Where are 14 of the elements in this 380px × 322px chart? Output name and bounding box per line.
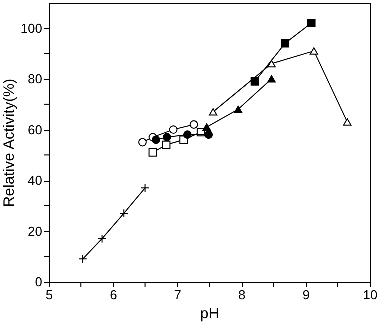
y-tick-label: 0	[35, 274, 42, 290]
y-tick-label: 40	[28, 173, 42, 188]
x-tick-label: 10	[363, 288, 378, 302]
y-tick-label: 80	[28, 72, 42, 87]
x-tick-label: 6	[110, 288, 118, 302]
x-tick-label: 5	[46, 288, 54, 302]
y-tick-label: 100	[20, 20, 42, 36]
y-tick-label: 20	[28, 224, 42, 239]
x-axis-title: pH	[200, 306, 220, 322]
x-tick-label: 9	[302, 288, 310, 302]
y-axis-title: Relative Activity(%)	[0, 78, 18, 208]
y-tick-label: 60	[28, 122, 42, 138]
x-tick-label: 8	[238, 288, 246, 302]
x-tick-label: 7	[174, 288, 182, 302]
